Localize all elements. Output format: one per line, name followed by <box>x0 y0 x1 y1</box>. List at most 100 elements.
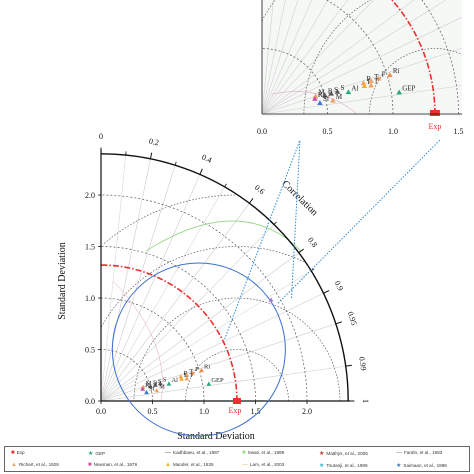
correlation-tick <box>335 321 342 325</box>
x-axis-label: Standard Deviation <box>177 431 254 442</box>
legend-label: Matthys, et al., 2005 <box>326 451 368 456</box>
inset-correlation-ray <box>262 0 415 115</box>
inset-correlation-ray <box>262 0 348 115</box>
correlation-tick <box>248 197 254 204</box>
legend-label: Mander, et al., 1826 <box>172 462 214 467</box>
inset-data-point <box>345 89 352 95</box>
data-point <box>144 389 149 395</box>
inset-data-point-label: Ri <box>393 67 400 75</box>
inset-data-point-label: T <box>374 73 379 81</box>
inset-x-tick-label: 1.0 <box>388 127 398 136</box>
legend-item: ★ Matthys, et al., 2005 <box>319 450 368 457</box>
inset-data-point-label: K <box>318 91 323 99</box>
x-tick-label: 0.5 <box>148 407 158 416</box>
data-point <box>206 381 212 386</box>
data-point <box>166 381 172 386</box>
inset-data-point-label: M <box>319 88 326 96</box>
inset-correlation-ray <box>262 85 462 115</box>
data-point <box>268 297 274 302</box>
correlation-ray <box>100 155 127 402</box>
legend-marker-icon: ★ <box>319 463 325 469</box>
correlation-ray <box>100 252 299 402</box>
correlation-tick <box>199 168 203 175</box>
inset-pink-arc <box>271 91 358 115</box>
inset-data-point <box>334 88 341 94</box>
correlation-tick-label: 1 <box>361 399 370 403</box>
correlation-tick-label: 0.4 <box>200 153 213 165</box>
legend-label: Swati, et al., 1999 <box>247 450 285 455</box>
inset-data-point <box>330 97 336 103</box>
inset-correlation-ray <box>262 0 299 115</box>
correlation-tick-label: 0 <box>99 132 103 141</box>
data-point-label: Ri <box>204 364 210 371</box>
legend-item: ★ Saimaan, et al., 1998 <box>396 462 447 469</box>
inset-x-tick-label: 1.5 <box>454 127 464 136</box>
correlation-ray <box>100 158 151 402</box>
data-point <box>190 370 196 375</box>
correlation-tick <box>298 248 305 254</box>
data-point-label: R <box>183 370 188 377</box>
data-point <box>154 387 160 393</box>
legend-label: Newman, et al., 1979 <box>93 462 138 467</box>
correlation-ray <box>100 323 336 402</box>
correlation-ray <box>100 174 201 402</box>
legend-item: — Kadhbaeu, et al., 1997 <box>165 450 219 456</box>
pink-arc <box>112 280 163 402</box>
std-arc <box>100 349 153 402</box>
correlation-tick-label: 0.2 <box>148 137 160 148</box>
inset-data-point-label: L <box>367 78 371 86</box>
std-arc <box>100 194 308 402</box>
data-point-label: F <box>195 366 199 373</box>
legend-label: Exp <box>16 450 25 455</box>
correlation-tick-label: 0.9 <box>333 279 345 292</box>
inset-reference-label: Exp <box>428 122 441 131</box>
data-point <box>152 382 158 387</box>
data-point-label: M <box>159 384 165 391</box>
inset-correlation-ray <box>262 16 462 115</box>
inset-correlation-ray <box>262 0 375 115</box>
inset-data-point-label: M <box>336 93 343 101</box>
legend: ■ Exp ★ GEP — Kadhbaeu, et al., 1997 ■ Swati, e… <box>4 446 470 472</box>
reference-label: Exp <box>229 406 242 415</box>
correlation-ray <box>100 165 176 402</box>
legend-item: — Lam, et al., 2003 <box>242 462 284 468</box>
inset-data-point <box>360 80 367 86</box>
correlation-minor-tick <box>224 183 227 188</box>
zoom-circle <box>111 262 286 437</box>
zoom-connector-line <box>224 139 301 340</box>
data-point-label: L <box>184 372 188 379</box>
legend-marker-icon: ■ <box>11 450 15 456</box>
inset-correlation-ray <box>262 47 462 115</box>
correlation-tick <box>323 290 330 294</box>
legend-label: Kadhbaeu, et al., 1997 <box>173 450 220 455</box>
correlation-minor-tick <box>310 268 315 272</box>
data-point-label: Sf <box>149 385 156 392</box>
data-point <box>157 381 163 386</box>
data-point <box>184 376 190 381</box>
inset-data-point-label: S <box>340 84 344 92</box>
inset-data-point-label: B <box>328 88 333 96</box>
inset-data-point <box>368 82 374 88</box>
correlation-tick-label: 0.6 <box>253 183 266 196</box>
data-point-label: T <box>189 372 193 379</box>
legend-label: Saimaan, et al., 1998 <box>403 463 447 468</box>
inset-reference-arc <box>390 0 436 115</box>
inset-data-point-label: Sf <box>323 95 330 103</box>
legend-item: ■ Swati, et al., 1999 <box>242 450 284 456</box>
data-point-label: Al <box>171 377 178 384</box>
correlation-tick <box>149 152 153 159</box>
inset-data-point <box>322 92 328 98</box>
inset-x-tick-label: 0.0 <box>257 127 267 136</box>
correlation-ray <box>100 292 324 402</box>
rms-arc <box>101 246 305 327</box>
inset-data-point <box>312 95 318 101</box>
green-arc <box>145 220 302 252</box>
correlation-axis-label: Correlation <box>279 179 319 219</box>
legend-label: Lam, et al., 2003 <box>250 462 285 467</box>
inset-data-point <box>317 100 323 105</box>
data-point <box>178 374 184 379</box>
std-arc <box>100 297 205 402</box>
legend-marker-icon: ★ <box>88 451 94 457</box>
data-point-label: K <box>145 382 150 389</box>
